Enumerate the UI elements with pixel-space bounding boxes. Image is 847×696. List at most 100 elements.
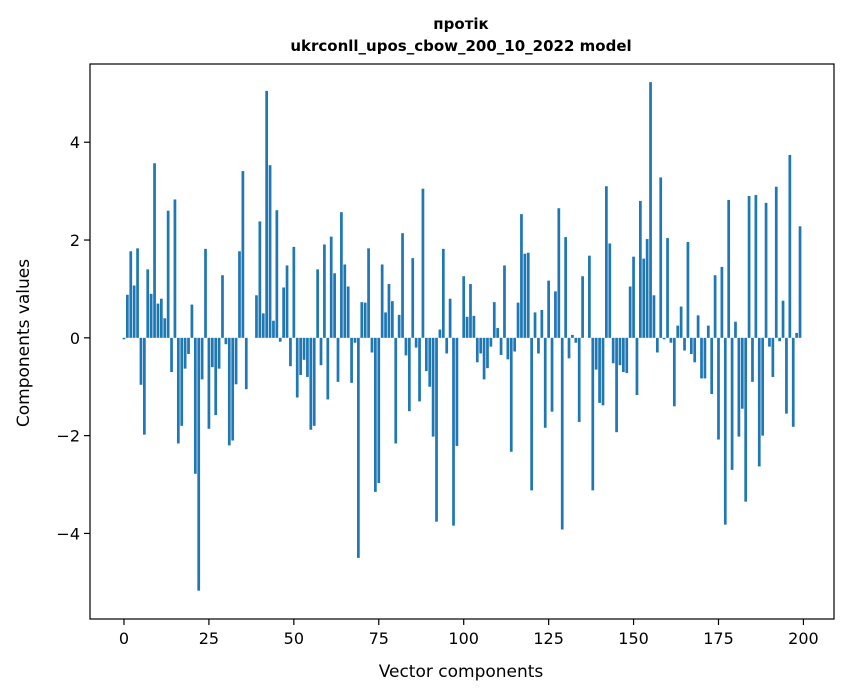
bar	[353, 337, 357, 343]
bar	[717, 337, 720, 440]
bar	[509, 337, 513, 452]
bar	[255, 295, 258, 338]
bar	[404, 337, 408, 356]
bar	[713, 275, 717, 338]
bar	[302, 337, 306, 360]
bar	[530, 337, 533, 491]
bar	[543, 337, 547, 428]
bar	[445, 337, 449, 354]
x-tick-label: 125	[533, 629, 564, 648]
bar	[730, 337, 734, 470]
bar	[642, 258, 646, 338]
bar	[187, 337, 190, 354]
bar	[180, 337, 184, 426]
bar	[146, 269, 150, 338]
bar	[740, 337, 744, 409]
bar	[173, 199, 177, 338]
bar	[190, 304, 194, 338]
bar	[768, 337, 771, 347]
bar	[669, 337, 673, 343]
bar	[346, 286, 350, 338]
x-tick-label: 75	[369, 629, 389, 648]
bar	[703, 337, 707, 379]
bar	[771, 337, 775, 377]
bar	[744, 337, 748, 502]
bar	[700, 337, 703, 379]
y-tick-label: −4	[56, 524, 80, 543]
bar	[418, 337, 421, 402]
bar	[455, 337, 459, 446]
bar	[591, 337, 595, 491]
x-tick-label: 0	[119, 629, 129, 648]
x-axis: 0 25 50 75 100 125 150 175 200	[119, 619, 819, 648]
bar	[336, 337, 340, 382]
bar	[659, 177, 663, 338]
x-tick-label: 25	[199, 629, 219, 648]
bar	[594, 337, 598, 370]
bar	[234, 337, 238, 385]
bar	[523, 253, 527, 338]
bar	[632, 256, 635, 338]
bar	[326, 337, 330, 400]
bar	[387, 284, 391, 338]
bar	[231, 337, 235, 441]
bar	[557, 208, 561, 338]
bar	[605, 186, 608, 338]
bar	[268, 165, 272, 338]
bar	[625, 337, 629, 374]
bar	[204, 248, 207, 338]
bar	[554, 291, 557, 338]
y-tick-label: 2	[70, 231, 80, 250]
bar	[571, 334, 574, 338]
bar	[340, 212, 343, 338]
bar	[139, 337, 143, 385]
bar	[367, 248, 370, 338]
bar	[261, 313, 265, 338]
bar	[462, 276, 466, 338]
bar	[292, 246, 296, 338]
bar	[649, 82, 652, 338]
bar	[441, 248, 445, 338]
bar	[156, 303, 160, 338]
bar	[435, 337, 438, 522]
bar	[683, 337, 686, 351]
bar	[472, 315, 476, 338]
bar	[217, 337, 221, 369]
bar	[312, 337, 316, 426]
bar	[761, 337, 765, 436]
bar	[479, 337, 483, 354]
bar	[503, 265, 506, 338]
bar	[785, 337, 788, 414]
bar	[428, 337, 432, 387]
bar	[176, 337, 180, 444]
bar	[788, 154, 792, 338]
bar	[309, 337, 313, 430]
bar	[143, 337, 146, 435]
bar	[397, 314, 401, 338]
bar	[693, 337, 697, 363]
bar	[227, 337, 231, 446]
bar	[132, 285, 136, 338]
bar	[438, 329, 442, 338]
bars-group	[122, 82, 802, 591]
bar	[499, 337, 503, 355]
x-tick-label: 175	[703, 629, 734, 648]
bar	[214, 337, 218, 416]
bar	[679, 306, 683, 338]
bar	[126, 294, 129, 338]
bar	[357, 337, 360, 558]
bar	[475, 337, 479, 363]
bar	[560, 337, 564, 530]
bar	[791, 337, 795, 427]
bar	[533, 312, 537, 338]
bar	[720, 266, 724, 338]
bar	[282, 287, 285, 338]
bar	[564, 237, 567, 338]
bar	[329, 236, 333, 338]
bar	[588, 255, 591, 338]
bar	[149, 293, 153, 338]
bar	[482, 337, 486, 380]
bar	[601, 337, 605, 406]
chart-title: протік	[433, 15, 488, 33]
bar	[241, 171, 245, 338]
